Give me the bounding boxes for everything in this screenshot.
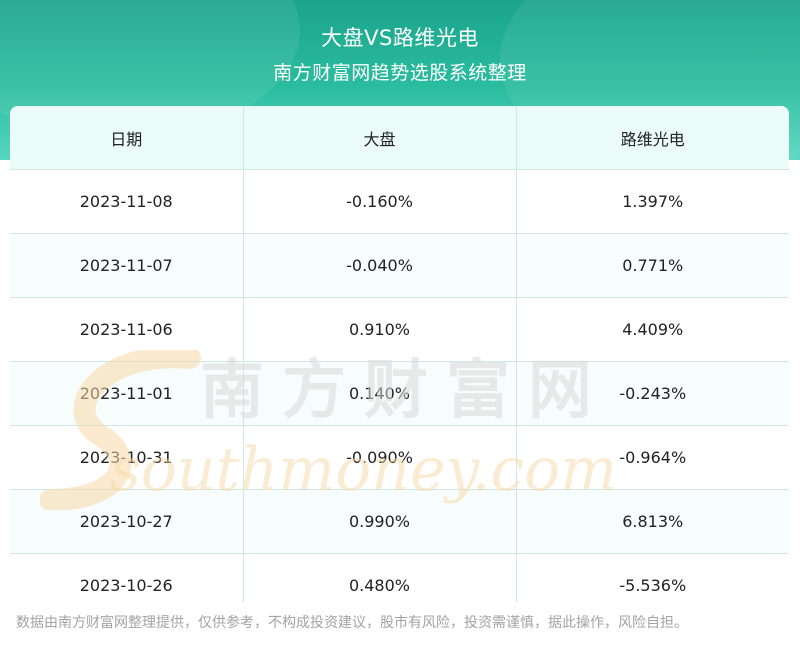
disclaimer-text: 数据由南方财富网整理提供，仅供参考，不构成投资建议，股市有风险，投资需谨慎，据此… [16,615,688,631]
table-row: 2023-10-31 -0.090% -0.964% [10,425,789,490]
table-header-row: 日期 大盘 路维光电 [10,106,789,170]
column-header-stock: 路维光电 [515,106,789,170]
table-row: 2023-11-07 -0.040% 0.771% [10,233,789,298]
cell-market-change: -0.040% [242,233,516,298]
cell-date: 2023-11-06 [10,297,243,362]
cell-stock-change: 1.397% [515,169,789,234]
table-row: 2023-10-27 0.990% 6.813% [10,489,789,554]
cell-stock-change: 0.771% [515,233,789,298]
cell-stock-change: -5.536% [515,553,789,602]
table-row: 2023-11-01 0.140% -0.243% [10,361,789,426]
comparison-card: 日期 大盘 路维光电 2023-11-08 -0.160% 1.397% 202… [10,106,789,602]
cell-market-change: 0.480% [242,553,516,602]
footer: 数据由南方财富网整理提供，仅供参考，不构成投资建议，股市有风险，投资需谨慎，据此… [0,602,800,646]
cell-stock-change: -0.243% [515,361,789,426]
cell-date: 2023-10-31 [10,425,243,490]
cell-date: 2023-11-01 [10,361,243,426]
cell-market-change: 0.140% [242,361,516,426]
table-row: 2023-11-08 -0.160% 1.397% [10,169,789,234]
table-row: 2023-11-06 0.910% 4.409% [10,297,789,362]
column-header-market: 大盘 [242,106,516,170]
cell-date: 2023-11-08 [10,169,243,234]
page-title: 大盘VS路维光电 [321,26,479,50]
cell-stock-change: -0.964% [515,425,789,490]
cell-market-change: 0.990% [242,489,516,554]
page-subtitle: 南方财富网趋势选股系统整理 [273,62,527,84]
cell-stock-change: 6.813% [515,489,789,554]
cell-market-change: -0.160% [242,169,516,234]
cell-market-change: -0.090% [242,425,516,490]
cell-market-change: 0.910% [242,297,516,362]
header-banner: 大盘VS路维光电 南方财富网趋势选股系统整理 [0,0,800,160]
table-row: 2023-10-26 0.480% -5.536% [10,553,789,602]
cell-stock-change: 4.409% [515,297,789,362]
column-header-date: 日期 [10,106,243,170]
cell-date: 2023-10-27 [10,489,243,554]
comparison-table: 日期 大盘 路维光电 2023-11-08 -0.160% 1.397% 202… [10,106,789,602]
cell-date: 2023-10-26 [10,553,243,602]
cell-date: 2023-11-07 [10,233,243,298]
